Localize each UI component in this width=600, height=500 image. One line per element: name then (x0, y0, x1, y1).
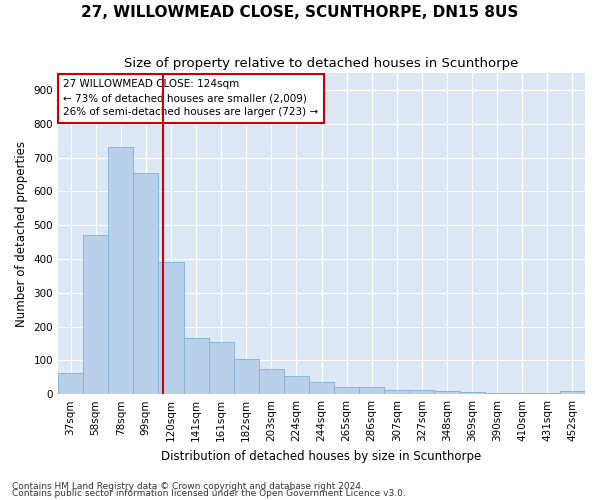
Bar (209, 342, 233, 394)
Bar (133, 173, 158, 394)
Bar (384, 390, 409, 394)
Bar (510, 393, 535, 394)
Bar (560, 392, 585, 394)
Bar (434, 392, 460, 394)
Bar (233, 358, 259, 394)
Bar (233, 358, 259, 394)
Bar (309, 382, 334, 394)
Bar (284, 376, 309, 394)
Bar (334, 388, 359, 394)
Bar (133, 173, 158, 394)
Text: Contains public sector information licensed under the Open Government Licence v3: Contains public sector information licen… (12, 490, 406, 498)
Bar (485, 393, 510, 394)
Bar (485, 393, 510, 394)
Bar (510, 393, 535, 394)
Bar (359, 388, 384, 394)
Bar (209, 342, 233, 394)
Bar (158, 262, 184, 394)
Text: Contains HM Land Registry data © Crown copyright and database right 2024.: Contains HM Land Registry data © Crown c… (12, 482, 364, 491)
Bar (309, 382, 334, 394)
Bar (184, 338, 209, 394)
Bar (359, 388, 384, 394)
Text: 27, WILLOWMEAD CLOSE, SCUNTHORPE, DN15 8US: 27, WILLOWMEAD CLOSE, SCUNTHORPE, DN15 8… (82, 5, 518, 20)
Bar (158, 262, 184, 394)
Bar (384, 390, 409, 394)
Bar (460, 392, 485, 394)
Y-axis label: Number of detached properties: Number of detached properties (15, 140, 28, 326)
Bar (58, 373, 83, 394)
Bar (434, 392, 460, 394)
Bar (409, 390, 434, 394)
Bar (409, 390, 434, 394)
X-axis label: Distribution of detached houses by size in Scunthorpe: Distribution of detached houses by size … (161, 450, 482, 462)
Bar (83, 236, 108, 394)
Text: 27 WILLOWMEAD CLOSE: 124sqm
← 73% of detached houses are smaller (2,009)
26% of : 27 WILLOWMEAD CLOSE: 124sqm ← 73% of det… (64, 80, 319, 118)
Bar (108, 148, 133, 394)
Bar (535, 393, 560, 394)
Bar (184, 338, 209, 394)
Title: Size of property relative to detached houses in Scunthorpe: Size of property relative to detached ho… (124, 58, 519, 70)
Bar (58, 373, 83, 394)
Bar (108, 148, 133, 394)
Bar (284, 376, 309, 394)
Bar (560, 392, 585, 394)
Bar (259, 369, 284, 394)
Bar (535, 393, 560, 394)
Bar (259, 369, 284, 394)
Bar (460, 392, 485, 394)
Bar (83, 236, 108, 394)
Bar (334, 388, 359, 394)
